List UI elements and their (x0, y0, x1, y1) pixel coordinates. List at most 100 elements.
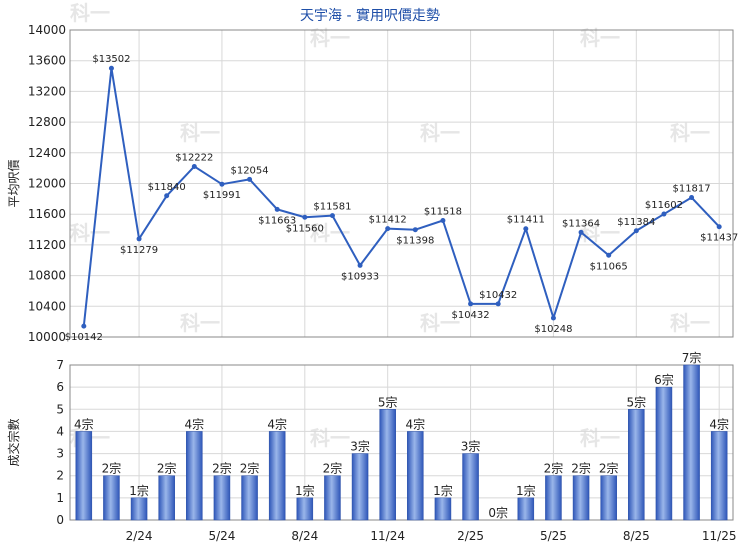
price-point (385, 226, 391, 232)
price-data-label: $11817 (672, 184, 710, 195)
deal-count-label: 2宗 (212, 461, 232, 476)
deal-count-bar (103, 475, 120, 521)
bar-panel-xtick-label: 2/24 (126, 529, 153, 543)
deal-count-label: 0宗 (488, 505, 508, 520)
deal-count-bar (683, 364, 700, 521)
price-data-label: $10142 (65, 332, 103, 343)
deal-count-bar (75, 431, 93, 521)
watermark-text: 科一 (580, 426, 620, 450)
deal-count-label: 4宗 (184, 416, 204, 431)
price-data-label: $11663 (258, 215, 296, 226)
price-data-label: $11581 (313, 202, 351, 213)
deal-count-label: 2宗 (323, 461, 343, 476)
line-panel-grid: 10000 10400 10800 11200 11600 12000 12400 12800… (28, 23, 734, 344)
deal-count-bar (545, 475, 562, 521)
line-panel-ytick-label: 10000 (28, 330, 66, 344)
price-point (716, 224, 722, 230)
price-point (495, 301, 501, 307)
price-point (661, 211, 667, 217)
deal-count-bar (158, 475, 175, 521)
line-panel-ytick-label: 14000 (28, 23, 66, 37)
price-data-label: $10432 (479, 290, 517, 301)
deal-count-bar (628, 409, 645, 521)
deal-count-bar (324, 475, 341, 521)
price-point (219, 181, 225, 187)
line-panel-ytick-label: 11600 (28, 207, 66, 221)
deal-count-label: 2宗 (102, 461, 122, 476)
deal-count-bar (296, 497, 314, 521)
price-point (247, 176, 253, 182)
price-point (633, 228, 639, 234)
deal-count-label: 5宗 (378, 394, 398, 409)
line-panel-ytick-label: 10800 (28, 269, 66, 283)
deal-count-label: 2宗 (157, 461, 177, 476)
price-data-label: $11411 (507, 215, 545, 226)
watermark-text: 科一 (180, 121, 220, 145)
deal-count-label: 4宗 (709, 416, 729, 431)
price-point (412, 227, 418, 233)
bar-panel-xtick-label: 11/24 (370, 529, 405, 543)
bar-series: 4宗 2宗 1宗 2宗 4宗 2宗 2宗 4宗 1宗 2宗 3宗 5宗 4宗 1宗 3宗 0宗 1宗 2宗 2宗 2宗… (74, 350, 729, 521)
deal-count-label: 5宗 (626, 394, 646, 409)
price-point (108, 65, 114, 71)
deal-count-label: 3宗 (350, 439, 370, 454)
deal-count-label: 4宗 (267, 416, 287, 431)
price-data-label: $11560 (286, 223, 324, 234)
price-point (136, 236, 142, 242)
deal-count-bar (186, 431, 203, 521)
price-data-label: $10432 (451, 310, 489, 321)
price-data-label: $12222 (175, 152, 213, 163)
price-point (329, 213, 335, 219)
deal-count-bar (462, 453, 479, 521)
price-point (81, 323, 87, 329)
price-point (606, 252, 612, 258)
bar-panel-xtick-label: 8/25 (623, 529, 650, 543)
line-panel-ytick-label: 12000 (28, 177, 66, 191)
watermark-text: 科一 (580, 221, 620, 245)
price-data-label: $12054 (230, 165, 268, 176)
price-point (523, 226, 529, 232)
deal-count-label: 2宗 (571, 461, 591, 476)
watermark-text: 科一 (70, 1, 110, 25)
chart-title: 天宇海 - 實用呎價走勢 (300, 7, 440, 24)
deal-count-label: 2宗 (240, 461, 260, 476)
deal-count-label: 2宗 (544, 461, 564, 476)
bar-panel-xtick-label: 2/25 (457, 529, 484, 543)
bar-panel-ytick-label: 0 (56, 513, 64, 527)
bar-panel-ytick-label: 5 (56, 402, 64, 416)
price-point (689, 195, 695, 201)
line-panel-ytick-label: 13200 (28, 84, 66, 98)
line-panel-ytick-label: 10400 (28, 299, 66, 313)
price-point (578, 229, 584, 235)
price-data-label: $13502 (92, 54, 130, 65)
deal-count-label: 1宗 (129, 483, 149, 498)
deal-count-label: 7宗 (682, 350, 702, 365)
line-series: $10142 $13502 $11279 $11840 $12222 $11991 $120… (65, 54, 739, 343)
deal-count-bar (241, 475, 258, 521)
deal-count-bar (710, 431, 728, 521)
watermark-text: 科一 (70, 221, 110, 245)
price-data-label: $11398 (396, 236, 434, 247)
price-point (302, 214, 308, 220)
price-data-label: $11437 (700, 233, 738, 244)
deal-count-bar (572, 475, 590, 521)
watermark-text: 科一 (420, 311, 460, 335)
deal-count-bar (379, 409, 396, 521)
deal-count-bar (407, 431, 424, 521)
price-data-label: $11412 (369, 215, 407, 226)
deal-count-bar (351, 453, 369, 521)
line-panel-ytick-label: 11200 (28, 238, 66, 252)
line-panel-frame (69, 29, 734, 338)
price-line (82, 67, 720, 327)
price-data-label: $10933 (341, 271, 379, 282)
deal-count-label: 6宗 (654, 372, 674, 387)
bar-panel-xtick-label: 8/24 (291, 529, 318, 543)
watermark-text: 科一 (310, 426, 350, 450)
price-data-label: $11364 (562, 218, 600, 229)
watermark-text: 科一 (670, 121, 710, 145)
price-point (468, 301, 474, 307)
price-data-label: $11065 (590, 261, 628, 272)
bar-panel-xtick-label: 11/25 (702, 529, 737, 543)
